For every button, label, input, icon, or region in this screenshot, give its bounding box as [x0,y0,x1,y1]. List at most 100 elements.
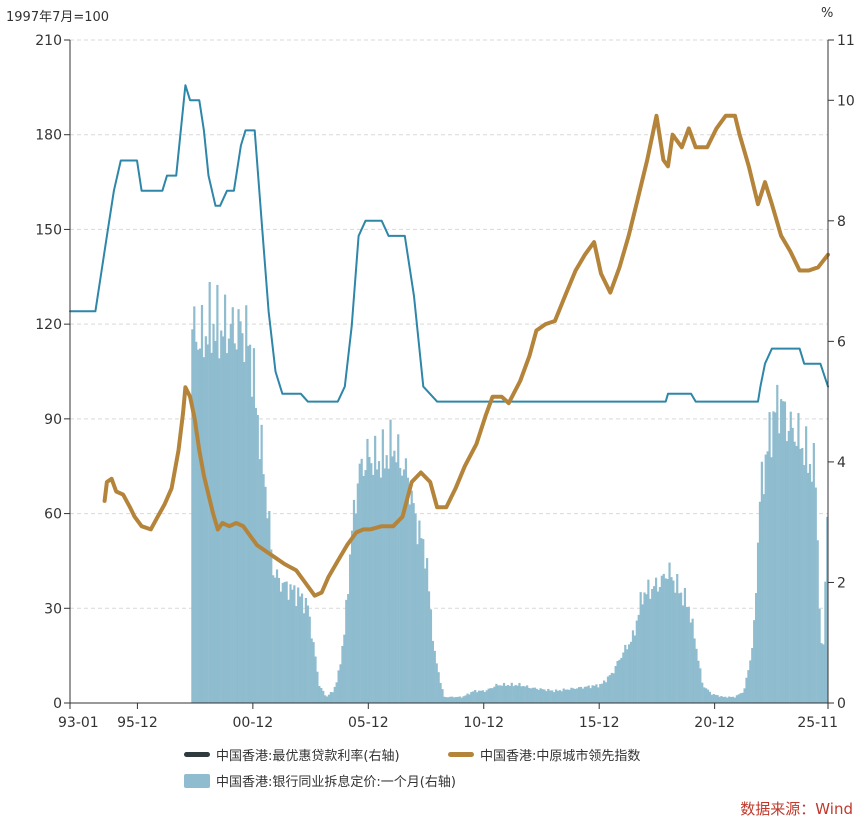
hibor-bar [493,686,496,703]
hibor-bar [345,599,348,703]
x-tick-label: 00-12 [233,715,274,731]
hibor-bar [564,689,567,703]
hibor-bar [501,685,504,703]
hibor-bar [441,689,444,703]
hibor-bar [547,688,550,703]
hibor-bar [281,583,284,703]
hibor-bar [268,511,271,703]
hibor-bar [679,592,683,703]
hibor-bar [368,456,371,703]
hibor-bar [689,622,692,703]
hibor-bar [628,644,631,703]
hibor-bar [637,614,640,703]
hibor-bar [304,597,307,703]
hibor-bar [749,660,752,703]
hibor-bar [439,682,442,703]
hibor-bar [316,671,319,703]
hibor-bar [333,686,336,703]
hibor-bar [801,447,804,703]
hibor-bar [712,694,715,703]
left-tick-label: 90 [44,412,62,428]
hibor-bar [783,401,787,703]
ccl-index-line [102,113,830,598]
hibor-bar [472,691,475,703]
hibor-bar [379,477,383,703]
hibor-bar [293,585,296,703]
hibor-bar [206,344,209,703]
hibor-bar [374,435,377,703]
hibor-bar [772,411,775,703]
hibor-bar [805,426,808,703]
hibor-bar [477,690,481,703]
x-tick-label: 95-12 [117,715,158,731]
hibor-bar [755,593,758,703]
hibor-bar [279,591,282,703]
hibor-bar [476,692,479,703]
hibor-bar [710,694,713,703]
hibor-bar [406,477,409,703]
hibor-bar [629,641,633,703]
hibor-bar [531,687,535,703]
hibor-bar [210,352,213,703]
legend-item-hibor[interactable]: 中国香港:银行同业拆息定价:一个月(右轴) [184,771,456,790]
hibor-bar [578,687,581,703]
hibor-bar [356,483,359,703]
hibor-bar [558,690,561,703]
hibor-bar [780,399,783,703]
right-tick-label: 8 [837,214,846,230]
legend-item-prime-rate[interactable]: 中国香港:最优惠贷款利率(右轴) [184,745,400,764]
hibor-bar [587,685,590,703]
hibor-bar [341,645,344,703]
hibor-bar [699,668,702,703]
hibor-bar [814,487,817,703]
hibor-bar [422,539,425,703]
hibor-bar [197,349,200,703]
hibor-bar [701,682,704,703]
hibor-bar [714,694,717,703]
hibor-bar [410,490,413,703]
hibor-bar [400,475,404,703]
hibor-bar [776,384,779,703]
hibor-bar [826,516,829,703]
hibor-bar [243,362,246,703]
hibor-bar [756,542,760,703]
hibor-bar [339,664,342,703]
hibor-bar [264,486,267,703]
hibor-bar [614,665,617,703]
hibor-bar [664,578,667,703]
hibor-bar [235,349,238,703]
hibor-bar [324,695,327,703]
hibor-bar [349,554,352,703]
hibor-bar [818,608,821,703]
hibor-bar [601,683,604,703]
hibor-bar [706,689,710,703]
hibor-bar [362,475,365,703]
hibor-bar [229,323,232,703]
hibor-bar [795,445,798,703]
hibor-bar [645,594,648,703]
hibor-bar [579,686,583,703]
hibor-bar [574,688,577,703]
hibor-bar [287,599,290,703]
prime-rate-line [69,84,829,403]
legend-item-ccl-index[interactable]: 中国香港:中原城市领先指数 [448,745,640,764]
hibor-bar [545,691,548,703]
hibor-bar [322,690,325,703]
hibor-bar [191,329,194,703]
hibor-bar [451,696,454,703]
hibor-bar [781,401,785,703]
hibor-bar [245,305,248,703]
hibor-bar [654,577,658,703]
hibor-bar [820,643,823,703]
hibor-bar [728,696,731,703]
hibor-bar [491,688,494,703]
left-tick-label: 180 [35,128,62,144]
hibor-bar [195,341,198,703]
hibor-bar [435,663,438,703]
hibor-bar [504,685,508,703]
hibor-bar [291,589,294,703]
hibor-bar [204,336,207,703]
hibor-bar [683,587,687,703]
hibor-bar [726,697,729,703]
hibor-bar [720,696,723,703]
